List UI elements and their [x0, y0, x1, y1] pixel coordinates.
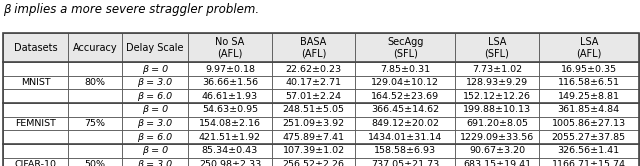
Text: 116.58±6.51: 116.58±6.51: [558, 78, 620, 87]
Text: 40.17±2.71: 40.17±2.71: [285, 78, 342, 87]
Text: 250.98±2.33: 250.98±2.33: [199, 160, 261, 166]
Text: 7.73±1.02: 7.73±1.02: [472, 65, 522, 74]
Text: 75%: 75%: [84, 119, 106, 128]
Text: Delay Scale: Delay Scale: [126, 43, 184, 53]
Text: 248.51±5.05: 248.51±5.05: [283, 105, 344, 114]
Text: 54.63±0.95: 54.63±0.95: [202, 105, 258, 114]
Text: 1166.71±15.74: 1166.71±15.74: [552, 160, 626, 166]
Text: 2055.27±37.85: 2055.27±37.85: [552, 133, 626, 142]
Text: FEMNIST: FEMNIST: [15, 119, 56, 128]
Text: 7.85±0.31: 7.85±0.31: [380, 65, 430, 74]
Text: Accuracy: Accuracy: [72, 43, 117, 53]
Text: 16.95±0.35: 16.95±0.35: [561, 65, 617, 74]
Text: 154.08±2.16: 154.08±2.16: [199, 119, 261, 128]
Text: 737.05±21.73: 737.05±21.73: [371, 160, 440, 166]
Text: 36.66±1.56: 36.66±1.56: [202, 78, 258, 87]
Text: 149.25±8.81: 149.25±8.81: [558, 92, 620, 101]
Text: 80%: 80%: [84, 78, 106, 87]
Text: 326.56±1.41: 326.56±1.41: [557, 146, 620, 155]
Text: 46.61±1.93: 46.61±1.93: [202, 92, 258, 101]
Text: 1229.09±33.56: 1229.09±33.56: [460, 133, 534, 142]
Text: 1005.86±27.13: 1005.86±27.13: [552, 119, 626, 128]
Text: No SA
(AFL): No SA (AFL): [215, 37, 244, 59]
Text: 361.85±4.84: 361.85±4.84: [557, 105, 620, 114]
Text: 85.34±0.43: 85.34±0.43: [202, 146, 258, 155]
Text: 251.09±3.92: 251.09±3.92: [282, 119, 344, 128]
Text: β = 0: β = 0: [142, 65, 168, 74]
Text: 366.45±14.62: 366.45±14.62: [371, 105, 440, 114]
Text: 849.12±20.02: 849.12±20.02: [371, 119, 439, 128]
Text: β = 3.0: β = 3.0: [138, 119, 172, 128]
Text: β = 3.0: β = 3.0: [138, 78, 172, 87]
Text: 256.52±2.26: 256.52±2.26: [283, 160, 344, 166]
Text: 22.62±0.23: 22.62±0.23: [285, 65, 342, 74]
Text: LSA
(SFL): LSA (SFL): [484, 37, 509, 59]
Text: β implies a more severe straggler problem.: β implies a more severe straggler proble…: [3, 3, 259, 16]
Text: Datasets: Datasets: [14, 43, 58, 53]
Text: 683.15±19.41: 683.15±19.41: [463, 160, 531, 166]
Text: 57.01±2.24: 57.01±2.24: [285, 92, 342, 101]
Text: 158.58±6.93: 158.58±6.93: [374, 146, 436, 155]
Text: 199.88±10.13: 199.88±10.13: [463, 105, 531, 114]
Text: SecAgg
(SFL): SecAgg (SFL): [387, 37, 424, 59]
Text: 129.04±10.12: 129.04±10.12: [371, 78, 439, 87]
Text: 475.89±7.41: 475.89±7.41: [283, 133, 344, 142]
Text: 50%: 50%: [84, 160, 106, 166]
Text: 421.51±1.92: 421.51±1.92: [199, 133, 261, 142]
Text: β = 3.0: β = 3.0: [138, 160, 172, 166]
Text: LSA
(AFL): LSA (AFL): [576, 37, 602, 59]
Text: β = 6.0: β = 6.0: [138, 133, 172, 142]
Text: 164.52±23.69: 164.52±23.69: [371, 92, 440, 101]
Text: β = 0: β = 0: [142, 105, 168, 114]
Text: BASA
(AFL): BASA (AFL): [300, 37, 326, 59]
Text: 1434.01±31.14: 1434.01±31.14: [368, 133, 442, 142]
Text: 128.93±9.29: 128.93±9.29: [466, 78, 528, 87]
Text: β = 0: β = 0: [142, 146, 168, 155]
Text: 691.20±8.05: 691.20±8.05: [466, 119, 528, 128]
Text: β = 6.0: β = 6.0: [138, 92, 172, 101]
Text: 152.12±12.26: 152.12±12.26: [463, 92, 531, 101]
Text: 9.97±0.18: 9.97±0.18: [205, 65, 255, 74]
Text: CIFAR-10: CIFAR-10: [15, 160, 57, 166]
Text: 107.39±1.02: 107.39±1.02: [282, 146, 344, 155]
Text: 90.67±3.20: 90.67±3.20: [469, 146, 525, 155]
Text: MNIST: MNIST: [21, 78, 51, 87]
